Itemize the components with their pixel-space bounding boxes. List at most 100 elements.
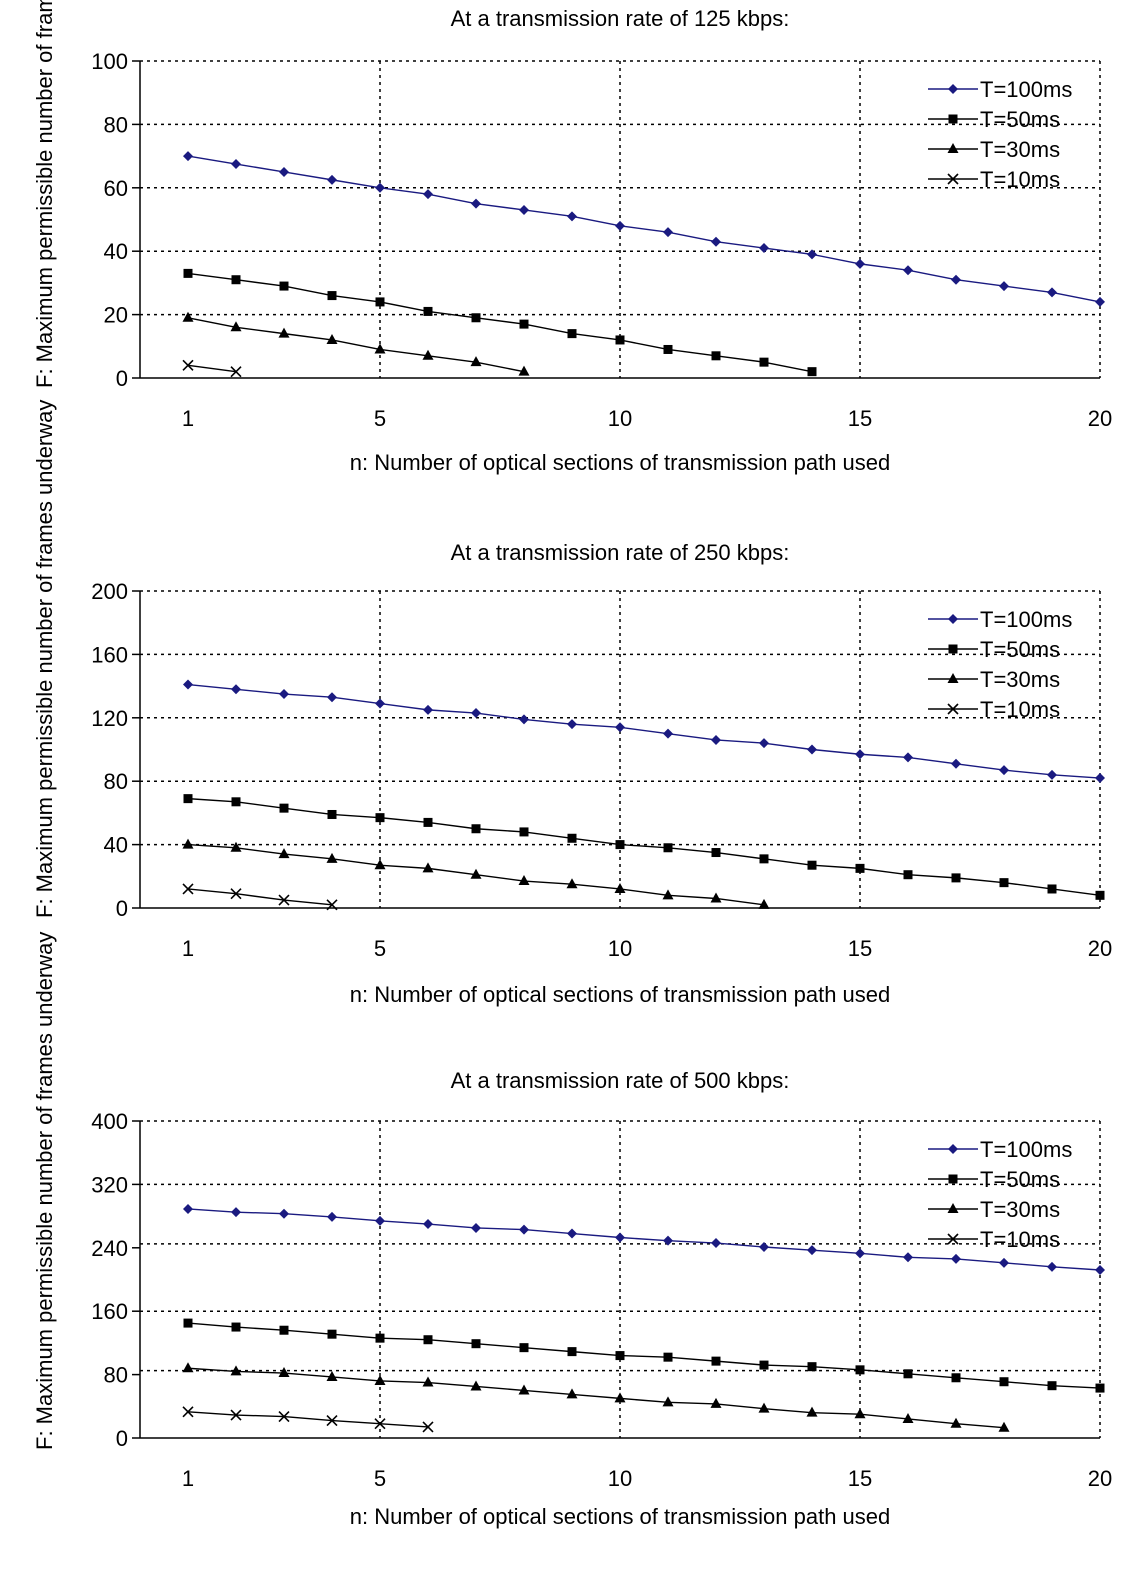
x-tick-label: 10	[608, 936, 632, 961]
series-line	[187, 1208, 1101, 1271]
data-point	[951, 873, 961, 883]
data-point	[375, 297, 385, 307]
data-point	[470, 1380, 482, 1391]
legend-label: T=30ms	[980, 1197, 1060, 1222]
data-point	[279, 689, 289, 700]
chart-title: At a transmission rate of 125 kbps:	[450, 6, 790, 31]
data-point	[855, 258, 865, 269]
x-tick-label: 5	[374, 936, 386, 961]
data-point	[1047, 1261, 1057, 1272]
data-point	[567, 1347, 577, 1357]
data-point	[903, 1369, 913, 1379]
data-point	[759, 357, 769, 367]
data-point	[663, 344, 673, 354]
data-point	[759, 854, 769, 864]
data-point	[326, 1414, 338, 1427]
data-point	[422, 1421, 434, 1433]
x-tick-label: 10	[608, 406, 632, 431]
data-point	[999, 281, 1009, 292]
legend-label: T=100ms	[980, 77, 1072, 102]
data-point	[1095, 296, 1105, 307]
x-tick-label: 15	[848, 406, 872, 431]
data-point	[326, 852, 338, 863]
data-point	[375, 813, 385, 823]
data-point	[950, 1417, 962, 1428]
x-tick-label: 20	[1088, 1466, 1112, 1491]
data-point	[231, 797, 241, 807]
data-point	[903, 870, 913, 880]
data-point	[710, 1397, 722, 1408]
series-line	[187, 1411, 429, 1428]
data-point	[423, 1219, 433, 1230]
data-point	[807, 860, 817, 870]
data-point	[327, 809, 337, 819]
series-line	[187, 1322, 1101, 1389]
data-point	[423, 1335, 433, 1345]
data-point	[182, 359, 194, 371]
data-point	[279, 803, 289, 813]
data-point	[855, 1365, 865, 1375]
data-point	[279, 1325, 289, 1335]
data-point	[614, 1392, 626, 1403]
data-point	[567, 1228, 577, 1239]
x-tick-label: 10	[608, 1466, 632, 1491]
data-point	[374, 1374, 386, 1385]
y-tick-label: 120	[91, 706, 128, 731]
data-point	[807, 367, 817, 377]
data-point	[902, 1412, 914, 1423]
data-point	[231, 1322, 241, 1332]
data-point	[999, 878, 1009, 888]
y-tick-label: 20	[104, 303, 128, 328]
data-point	[423, 189, 433, 200]
data-point	[663, 728, 673, 739]
data-point	[807, 249, 817, 260]
legend-label: T=10ms	[980, 167, 1060, 192]
data-point	[518, 875, 530, 886]
legend-label: T=10ms	[980, 697, 1060, 722]
data-point	[1095, 1383, 1105, 1393]
data-point	[759, 243, 769, 254]
data-point	[375, 182, 385, 193]
series-line	[187, 317, 525, 373]
legend-label: T=100ms	[980, 607, 1072, 632]
data-point	[183, 151, 193, 162]
data-point	[374, 859, 386, 870]
data-point	[951, 1253, 961, 1264]
x-tick-label: 15	[848, 1466, 872, 1491]
data-point	[758, 898, 770, 909]
data-point	[422, 862, 434, 873]
data-point	[519, 827, 529, 837]
data-point	[471, 198, 481, 209]
data-point	[230, 321, 242, 332]
data-point	[231, 1207, 241, 1218]
x-tick-label: 1	[182, 936, 194, 961]
legend-label: T=10ms	[980, 1227, 1060, 1252]
legend-marker	[948, 1144, 958, 1154]
data-point	[422, 349, 434, 360]
data-point	[567, 211, 577, 222]
legend-marker	[948, 614, 958, 624]
legend-marker	[947, 173, 959, 185]
data-point	[807, 1362, 817, 1372]
data-point	[519, 204, 529, 215]
y-tick-label: 40	[104, 239, 128, 264]
legend-marker	[947, 703, 959, 715]
data-point	[230, 888, 242, 900]
series-line	[187, 797, 1101, 897]
data-point	[999, 765, 1009, 776]
chart-panel-500kbps: At a transmission rate of 500 kbps: F: M…	[0, 932, 1122, 1570]
data-point	[615, 1232, 625, 1243]
x-axis-label: n: Number of optical sections of transmi…	[349, 982, 891, 1007]
legend-label: T=50ms	[980, 637, 1060, 662]
data-point	[759, 1242, 769, 1253]
data-point	[183, 268, 193, 278]
data-point	[1095, 890, 1105, 900]
data-point	[279, 281, 289, 291]
data-point	[471, 708, 481, 719]
data-point	[567, 719, 577, 730]
data-point	[1047, 884, 1057, 894]
data-point	[614, 882, 626, 893]
y-tick-label: 60	[104, 176, 128, 201]
data-point	[999, 1377, 1009, 1387]
